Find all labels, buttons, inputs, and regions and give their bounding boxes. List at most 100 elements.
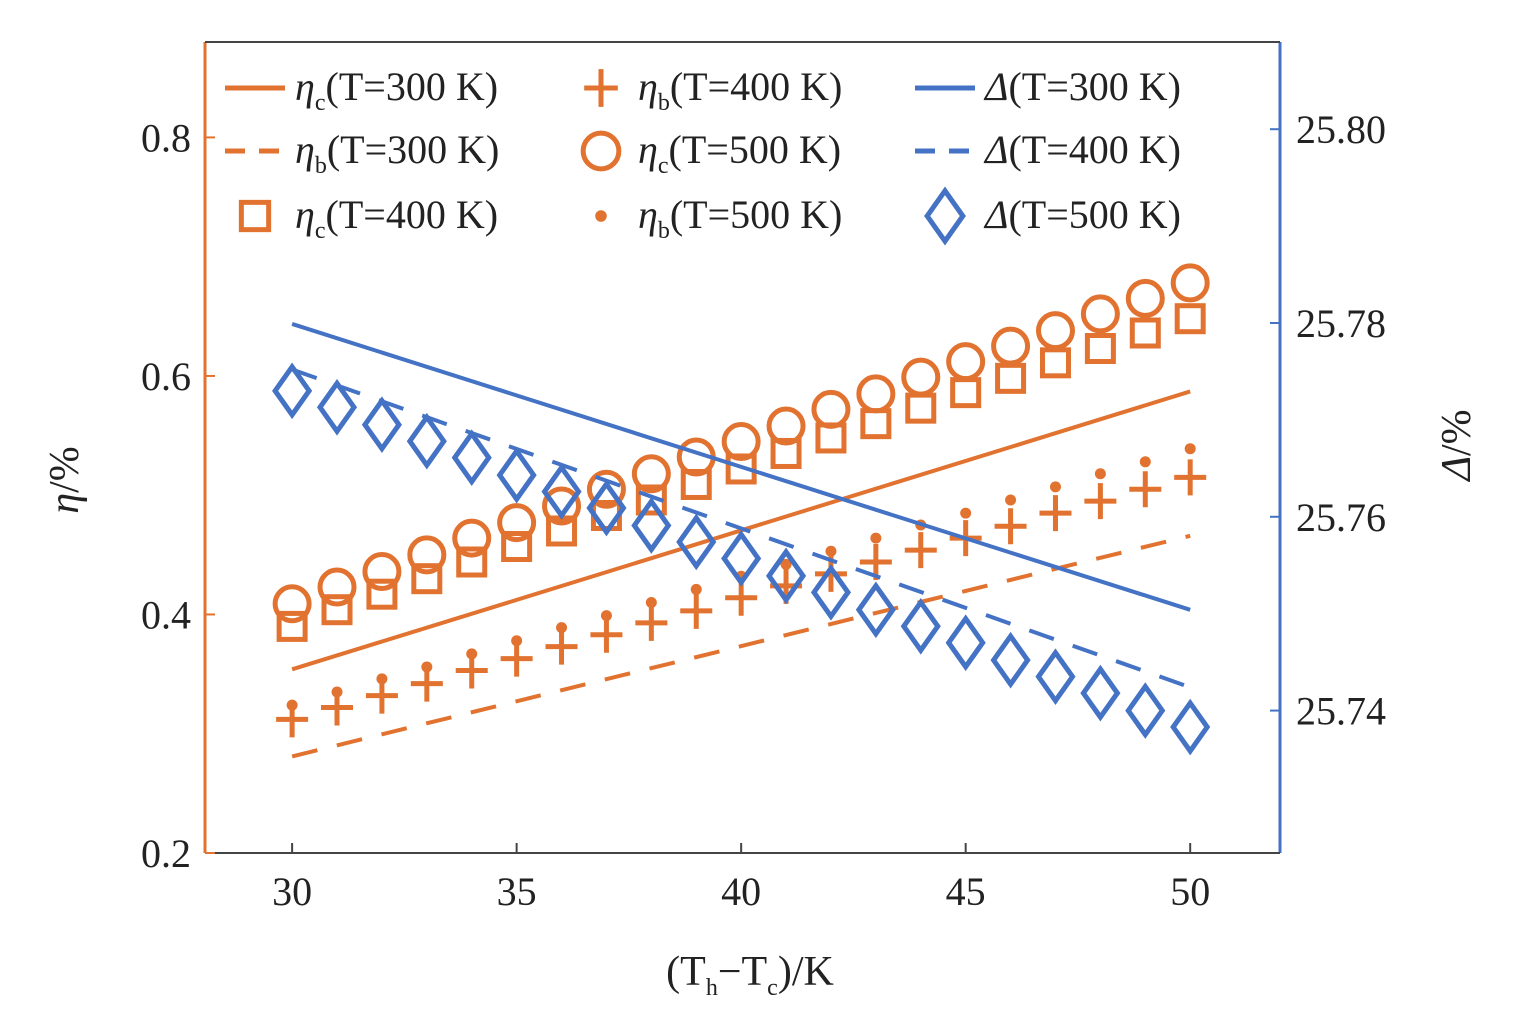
y-left-tick-label: 0.6: [141, 354, 191, 399]
data-point-etab500: [421, 661, 433, 673]
data-point-etac500: [1125, 278, 1165, 318]
data-point-etab400: [590, 616, 623, 653]
x-axis-label: (Th−Tc)/K: [666, 949, 834, 1001]
data-point-etac400: [950, 377, 982, 409]
legend-label-etab400: ηb(T=400 K): [638, 64, 842, 116]
data-point-etac500: [766, 406, 806, 446]
data-point-etab500: [1094, 468, 1106, 480]
x-tick-label: 35: [497, 869, 537, 914]
x-tick-label: 30: [272, 869, 312, 914]
data-point-etab500: [1049, 481, 1061, 493]
data-point-etac400: [680, 468, 712, 500]
x-tick-label: 40: [721, 869, 761, 914]
legend-label-etac400: ηc(T=400 K): [295, 192, 498, 244]
data-point-delta500: [1125, 682, 1166, 739]
data-point-delta500: [316, 378, 358, 436]
data-point-delta500: [721, 530, 762, 587]
data-point-etac400: [860, 408, 892, 440]
data-point-etab500: [870, 532, 882, 544]
legend-swatch-delta500: [924, 186, 966, 246]
y-right-tick-label: 25.80: [1296, 107, 1386, 152]
data-point-etac400: [995, 362, 1027, 394]
data-point-etab400: [635, 604, 668, 641]
legend-swatch-etab400: [584, 69, 618, 107]
legend-label-delta400: Δ(T=400 K): [983, 127, 1181, 172]
data-point-delta500: [586, 479, 627, 537]
y-left-tick-label: 0.4: [141, 592, 191, 637]
plot-marks: [272, 263, 1211, 759]
data-point-delta500: [1170, 698, 1211, 756]
data-point-delta500: [676, 513, 717, 571]
data-point-delta500: [361, 396, 402, 454]
data-point-delta500: [990, 631, 1031, 689]
data-point-etab500: [511, 635, 523, 647]
legend-label-etac300: ηc(T=300 K): [295, 64, 498, 116]
data-point-etac400: [815, 422, 847, 454]
data-point-etab400: [500, 640, 533, 677]
data-point-delta500: [855, 581, 896, 639]
data-point-etab400: [994, 508, 1027, 545]
data-point-delta500: [1035, 648, 1076, 705]
data-point-etac400: [501, 530, 533, 562]
legend-label-delta300: Δ(T=300 K): [983, 64, 1181, 109]
data-point-etac500: [721, 422, 761, 462]
data-point-etac400: [411, 563, 443, 595]
data-point-etac400: [905, 392, 937, 424]
data-point-etab500: [286, 699, 298, 711]
y-left-tick-label: 0.8: [141, 115, 191, 160]
data-point-delta500: [1080, 664, 1121, 722]
data-point-etab400: [1174, 459, 1207, 496]
x-tick-label: 45: [946, 869, 986, 914]
data-point-delta500: [406, 412, 447, 470]
data-point-etac500: [407, 535, 447, 575]
x-tick-label: 50: [1170, 869, 1210, 914]
y-left-tick-label: 0.2: [141, 831, 191, 876]
legend: ηc(T=300 K) ηb(T=300 K) ηc(T=400 K) ηb(T=40…: [225, 64, 1181, 246]
data-point-etab500: [556, 622, 568, 634]
data-point-etab500: [600, 610, 612, 622]
data-point-etab400: [904, 532, 937, 569]
data-point-etac400: [770, 437, 802, 469]
data-point-etac500: [901, 357, 941, 397]
legend-label-etab500: ηb(T=500 K): [638, 192, 842, 244]
data-point-etab400: [1129, 471, 1162, 508]
data-point-etac400: [366, 578, 398, 610]
data-point-etab500: [466, 648, 478, 660]
legend-swatch-etac400: [238, 199, 272, 233]
y-right-tick-label: 25.78: [1296, 301, 1386, 346]
data-point-etab500: [331, 686, 343, 698]
data-point-etab500: [1184, 443, 1196, 455]
data-point-etab500: [1005, 494, 1017, 506]
axes: 30 35 40 45 50 0.2 0.4 0.6 0.8 25.74 25.76 25.78 25.…: [141, 41, 1386, 914]
data-point-etac500: [856, 374, 896, 414]
data-point-delta500: [810, 564, 852, 621]
data-point-etac500: [497, 503, 537, 543]
legend-swatch-etac500: [580, 130, 622, 172]
data-point-etab500: [960, 507, 972, 519]
legend-swatch-etab500: [595, 210, 607, 222]
data-point-delta500: [945, 614, 986, 672]
data-point-etab500: [645, 597, 657, 609]
data-point-etab500: [690, 583, 702, 595]
y-right-tick-label: 25.76: [1296, 495, 1386, 540]
data-point-etac500: [1080, 294, 1120, 334]
data-point-delta500: [765, 547, 807, 605]
legend-label-etab300: ηb(T=300 K): [295, 127, 499, 179]
y-right-tick-label: 25.74: [1296, 689, 1386, 734]
legend-label-etac500: ηc(T=500 K): [638, 127, 841, 179]
data-point-etab500: [780, 558, 792, 570]
data-point-delta500: [272, 362, 313, 420]
data-point-etac500: [1170, 263, 1210, 303]
data-point-etac500: [586, 469, 626, 509]
series-line-etab300: [291, 533, 1191, 759]
legend-label-delta500: Δ(T=500 K): [983, 192, 1181, 237]
data-point-etac500: [362, 552, 402, 592]
data-point-etac400: [635, 484, 667, 516]
data-point-etac500: [452, 518, 492, 558]
data-point-etab400: [1084, 483, 1117, 520]
data-point-etac500: [272, 584, 312, 624]
data-point-etab400: [1039, 495, 1072, 532]
data-point-etac500: [542, 486, 582, 526]
data-point-etac400: [1039, 347, 1071, 379]
